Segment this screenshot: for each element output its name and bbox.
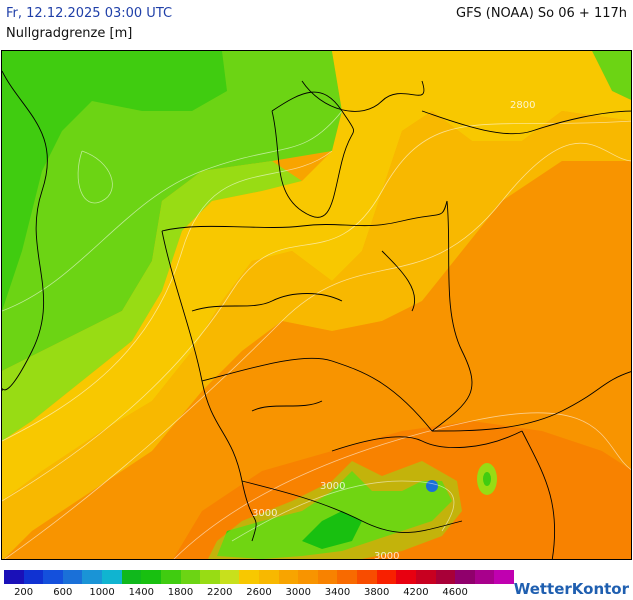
legend-swatch [415,570,437,584]
legend-label: 3400 [324,587,351,598]
field-yellow-orange [2,111,631,559]
field-green-nordic [592,51,631,101]
legend-swatch [180,570,201,584]
legend-swatch [4,570,25,584]
legend-label: 600 [53,587,73,598]
legend-label: 1400 [128,587,155,598]
contour-lines [2,110,631,559]
contour-label: 2800 [510,100,535,111]
legend-swatch [239,570,260,584]
legend-label: 200 [14,587,34,598]
legend-swatch [121,570,142,584]
field-yellow [2,51,631,501]
legend-swatch [141,570,162,584]
wetterkontor-logo: WetterKontor [513,580,629,598]
contour-label: 3000 [252,508,277,519]
legend-swatch [376,570,397,584]
freezing-level-map: 2800 3000 3000 3000 [1,50,632,560]
legend-label: 3000 [285,587,311,598]
legend-label: 2600 [246,587,272,598]
legend-swatch [474,570,495,584]
legend-swatch [82,570,103,584]
legend-swatch [62,570,83,584]
legend-label: 4200 [403,587,429,598]
model-run: GFS (NOAA) So 06 + 117h [456,6,627,21]
contour-label: 3000 [374,551,399,560]
legend-swatch [259,570,280,584]
legend-label: 2200 [207,587,233,598]
contour-label: 3000 [320,481,345,492]
legend-swatch [494,570,515,584]
legend-swatch [455,570,476,584]
legend-label: 3800 [363,587,390,598]
field-green-west [2,51,342,371]
legend-swatch [43,570,64,584]
field-alps-blue [426,480,438,492]
legend-swatch [102,570,123,584]
field-alps-darkgreen [302,511,362,549]
legend-label: 4600 [442,587,468,598]
legend-swatch [396,570,417,584]
legend-swatch [23,570,44,584]
legend-swatch [435,570,456,584]
legend-swatch [200,570,221,584]
legend-swatch [160,570,182,584]
field-alps-lightgreen [208,461,462,559]
field-lightgreen-band [2,161,302,441]
field-darkgreen-north [2,51,227,311]
color-legend: 200 600 1000 1400 1800 2200 2600 3000 3400 3800 42… [4,570,515,600]
legend-swatch [298,570,319,584]
legend-label: 1800 [167,587,194,598]
legend-swatch [357,570,378,584]
borders [2,70,631,559]
legend-label: 1000 [89,587,115,598]
parameter-title: Nullgradgrenze [m] [6,26,133,41]
valid-datetime: Fr, 12.12.2025 03:00 UTC [6,6,173,21]
legend-swatch [278,570,299,584]
legend-swatch [337,570,358,584]
legend-swatch [219,570,240,584]
legend-swatch [317,570,338,584]
